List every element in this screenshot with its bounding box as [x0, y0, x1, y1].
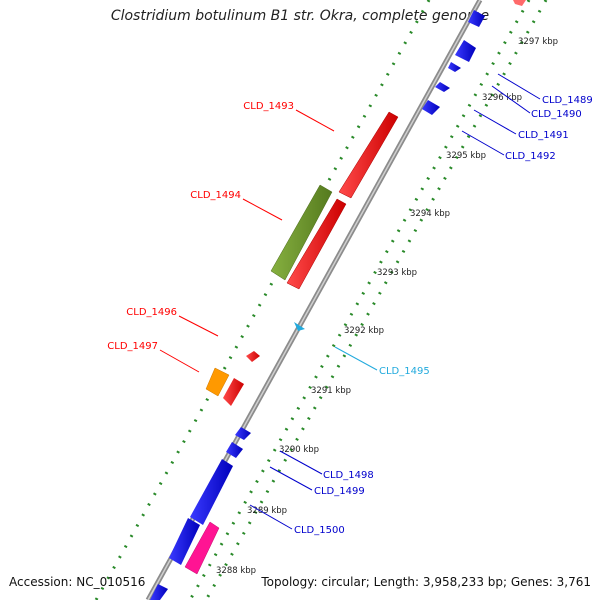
- leader-line: [473, 109, 517, 135]
- gene-label-cld-1495[interactable]: CLD_1495: [379, 366, 430, 377]
- gene-label-cld-1494[interactable]: CLD_1494: [190, 190, 241, 201]
- tick-label: 3292 kbp: [344, 326, 384, 336]
- genome-summary-text: Topology: circular; Length: 3,958,233 bp…: [261, 575, 591, 589]
- cds-pink-1500[interactable]: [184, 521, 220, 575]
- tick-label: 3295 kbp: [446, 151, 486, 161]
- cds-red-top-edge[interactable]: [513, 0, 526, 6]
- rna-cyan-1495[interactable]: [294, 322, 305, 331]
- tick-label: 3289 kbp: [247, 506, 287, 516]
- cds-orange-1497[interactable]: [205, 367, 230, 397]
- leader-line: [334, 346, 378, 371]
- tick-label: 3296 kbp: [482, 93, 522, 103]
- cds-blue-1499[interactable]: [226, 442, 243, 458]
- cds-red-1494[interactable]: [286, 198, 347, 290]
- tick-label: 3291 kbp: [311, 386, 351, 396]
- cds-olive-1494[interactable]: [270, 184, 333, 281]
- cds-red-1493[interactable]: [338, 111, 399, 199]
- gene-label-cld-1493[interactable]: CLD_1493: [243, 101, 294, 112]
- cds-blue-1500a[interactable]: [190, 459, 233, 525]
- gene-label-cld-1492[interactable]: CLD_1492: [505, 151, 556, 162]
- leader-line: [497, 73, 541, 100]
- leader-line: [178, 315, 219, 337]
- cds-blue-bottom[interactable]: [150, 584, 168, 600]
- leader-line: [295, 109, 335, 132]
- gene-label-cld-1500[interactable]: CLD_1500: [294, 525, 345, 536]
- leader-line: [249, 504, 293, 530]
- gene-label-cld-1499[interactable]: CLD_1499: [314, 486, 365, 497]
- outer-dotted-track: [188, 0, 531, 600]
- tick-label: 3290 kbp: [279, 445, 319, 455]
- cds-blue-1490[interactable]: [448, 62, 461, 72]
- leader-line: [461, 130, 505, 156]
- cds-blue-1491[interactable]: [435, 82, 450, 92]
- cds-blue-1498[interactable]: [235, 427, 251, 440]
- cds-red-small[interactable]: [246, 351, 260, 362]
- cds-blue-1489[interactable]: [455, 40, 476, 62]
- cds-blue-1492[interactable]: [422, 100, 440, 115]
- gene-label-cld-1496[interactable]: CLD_1496: [126, 307, 177, 318]
- gene-label-cld-1489[interactable]: CLD_1489: [542, 95, 593, 106]
- tick-label: 3294 kbp: [410, 209, 450, 219]
- leader-line: [159, 349, 200, 373]
- gene-label-cld-1498[interactable]: CLD_1498: [323, 470, 374, 481]
- cds-blue-top[interactable]: [468, 10, 485, 27]
- map-title: Clostridium botulinum B1 str. Okra, comp…: [110, 8, 490, 24]
- leader-line: [491, 85, 531, 114]
- tick-label: 3288 kbp: [216, 566, 256, 576]
- cds-blue-1500b[interactable]: [169, 518, 200, 565]
- tick-label: 3293 kbp: [377, 268, 417, 278]
- cds-red-1497[interactable]: [223, 378, 244, 406]
- gene-label-cld-1490[interactable]: CLD_1490: [531, 109, 582, 120]
- leader-line: [242, 198, 283, 221]
- leader-line: [269, 466, 313, 491]
- gene-label-cld-1491[interactable]: CLD_1491: [518, 130, 569, 141]
- leader-line: [279, 450, 323, 475]
- gene-label-cld-1497[interactable]: CLD_1497: [107, 341, 158, 352]
- accession-text: Accession: NC_010516: [9, 575, 146, 589]
- tick-label: 3297 kbp: [518, 37, 558, 47]
